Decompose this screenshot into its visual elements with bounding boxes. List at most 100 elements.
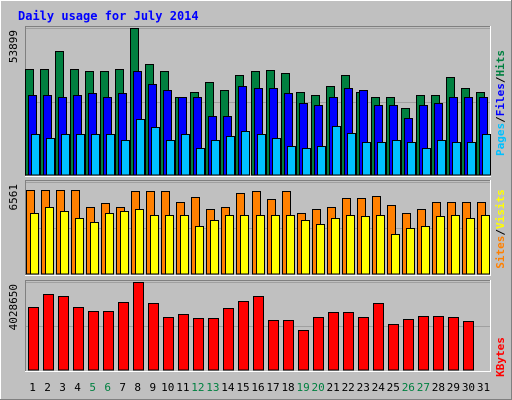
x-tick-label-day-27: 27	[417, 381, 430, 394]
legend-text-bottom: KBytes	[494, 337, 507, 377]
bar-kbytes-day-8	[133, 282, 144, 371]
x-tick-label-day-1: 1	[29, 381, 36, 394]
x-tick-label-day-21: 21	[327, 381, 340, 394]
bar-visits-day-4	[75, 218, 84, 275]
bar-kbytes-day-6	[103, 311, 114, 371]
legend-text-top: Pages/Files/Hits	[494, 50, 507, 156]
bar-pages-day-6	[106, 134, 115, 176]
bar-visits-day-23	[361, 216, 370, 275]
x-tick-label-day-16: 16	[251, 381, 264, 394]
bar-visits-day-26	[406, 228, 415, 275]
bar-kbytes-day-11	[178, 314, 189, 371]
bar-visits-day-20	[316, 224, 325, 275]
bar-kbytes-day-21	[328, 312, 339, 371]
bar-pages-day-28	[437, 140, 446, 176]
bar-kbytes-day-13	[208, 318, 219, 371]
x-tick-label-day-25: 25	[387, 381, 400, 394]
bar-pages-day-31	[482, 134, 491, 176]
bar-kbytes-day-30	[463, 321, 474, 371]
bar-pages-day-25	[392, 140, 401, 176]
bar-kbytes-day-15	[238, 301, 249, 371]
bar-visits-day-16	[256, 215, 265, 275]
bar-kbytes-day-5	[88, 311, 99, 371]
x-tick-label-day-3: 3	[59, 381, 66, 394]
x-tick-label-day-11: 11	[176, 381, 189, 394]
legend-item-hits: Hits	[494, 50, 507, 77]
panel-bottom: 4028650 KBytes	[7, 280, 507, 377]
x-tick-label-day-17: 17	[266, 381, 279, 394]
bar-pages-day-22	[347, 133, 356, 176]
bar-kbytes-day-26	[403, 319, 414, 371]
bar-pages-day-18	[287, 146, 296, 176]
bar-kbytes-day-3	[58, 296, 69, 371]
bar-visits-day-7	[120, 211, 129, 275]
x-tick-label-day-26: 26	[402, 381, 415, 394]
bar-pages-day-9	[151, 127, 160, 176]
y-max-label-middle: 6561	[7, 184, 20, 211]
bar-kbytes-day-20	[313, 317, 324, 371]
x-tick-label-day-4: 4	[74, 381, 81, 394]
bar-visits-day-30	[466, 218, 475, 275]
bar-pages-day-19	[302, 148, 311, 176]
x-tick-label-day-5: 5	[89, 381, 96, 394]
y-max-label-top: 53899	[7, 30, 20, 63]
bar-kbytes-day-18	[283, 320, 294, 371]
bar-kbytes-day-1	[28, 307, 39, 371]
bar-visits-day-18	[286, 215, 295, 275]
x-axis-labels: 1 2 3 4 5 6 7 8 9 10 11 12 13 14 15 16 17 18 19 20 21 22 23 24 2…	[29, 381, 490, 394]
x-tick-label-day-6: 6	[104, 381, 111, 394]
x-tick-label-day-9: 9	[149, 381, 156, 394]
x-tick-label-day-31: 31	[477, 381, 490, 394]
x-tick-label-day-24: 24	[372, 381, 386, 394]
legend-separator: /	[494, 116, 507, 123]
bar-visits-day-10	[165, 215, 174, 275]
legend-item-files: Files	[494, 83, 507, 116]
bar-pages-day-29	[452, 142, 461, 176]
bar-visits-day-25	[391, 234, 400, 275]
legend-separator: /	[494, 76, 507, 83]
bar-pages-day-1	[31, 134, 40, 176]
legend-item-visits: Visits	[494, 189, 507, 229]
bar-pages-day-24	[377, 142, 386, 176]
x-tick-label-day-2: 2	[44, 381, 51, 394]
bar-pages-day-3	[61, 134, 70, 176]
legend-top: Pages/Files/Hits	[494, 50, 507, 156]
x-tick-label-day-29: 29	[447, 381, 460, 394]
bar-visits-day-14	[225, 215, 234, 275]
bar-visits-day-21	[331, 218, 340, 275]
bar-visits-day-11	[180, 215, 189, 275]
bar-pages-day-5	[91, 134, 100, 176]
x-tick-label-day-22: 22	[342, 381, 355, 394]
bar-visits-day-27	[421, 226, 430, 275]
bar-kbytes-day-14	[223, 308, 234, 371]
x-tick-label-day-30: 30	[462, 381, 475, 394]
bar-pages-day-30	[467, 142, 476, 176]
legend-text-middle: Sites/Visits	[494, 189, 507, 269]
x-tick-label-day-28: 28	[432, 381, 445, 394]
x-tick-label-day-15: 15	[236, 381, 249, 394]
legend-separator: /	[494, 229, 507, 236]
bar-visits-day-2	[45, 207, 54, 275]
panel-middle: 6561 Sites/Visits	[7, 180, 507, 276]
bar-kbytes-day-4	[73, 307, 84, 371]
bar-kbytes-day-17	[268, 320, 279, 371]
bar-pages-day-14	[226, 136, 235, 176]
y-max-label-bottom: 4028650	[7, 284, 20, 330]
bar-kbytes-day-29	[448, 317, 459, 371]
bar-pages-day-10	[166, 140, 175, 176]
bar-pages-day-2	[46, 138, 55, 176]
bar-visits-day-5	[90, 222, 99, 275]
x-tick-label-day-20: 20	[312, 381, 325, 394]
bar-visits-day-15	[240, 215, 249, 275]
x-tick-label-day-10: 10	[161, 381, 174, 394]
bar-visits-day-28	[436, 216, 445, 275]
bar-visits-day-1	[30, 213, 39, 275]
legend-item-pages: Pages	[494, 123, 507, 156]
bar-kbytes-day-9	[148, 303, 159, 371]
x-tick-label-day-8: 8	[134, 381, 141, 394]
bar-kbytes-day-16	[253, 296, 264, 371]
bar-pages-day-20	[317, 146, 326, 176]
